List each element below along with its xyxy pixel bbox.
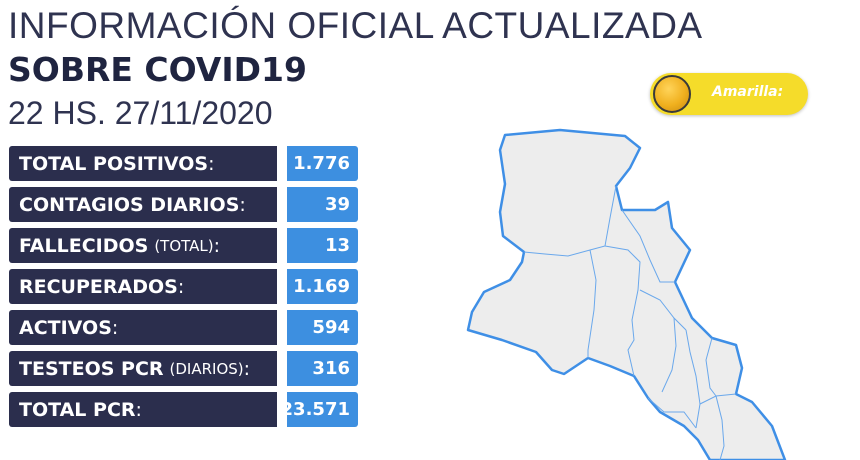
stat-row-testeos-pcr: TESTEOS PCR (DIARIOS) : 316 xyxy=(9,351,359,386)
stat-label: TOTAL POSITIVOS : xyxy=(9,146,277,181)
department-line xyxy=(661,317,677,393)
stat-label-colon: : xyxy=(208,152,215,175)
header: INFORMACIÓN OFICIAL ACTUALIZADA SOBRE CO… xyxy=(8,4,703,134)
department-line xyxy=(621,209,675,283)
stat-label-text: RECUPERADOS xyxy=(19,275,178,298)
department-line xyxy=(647,397,697,429)
stat-label: TESTEOS PCR (DIARIOS) : xyxy=(9,351,277,386)
stat-label-text: TOTAL POSITIVOS xyxy=(19,152,209,175)
department-line xyxy=(715,395,725,460)
stat-value: 316 xyxy=(287,351,358,386)
department-line xyxy=(587,249,597,358)
stat-label: ACTIVOS : xyxy=(9,310,277,345)
stat-row-fallecidos: FALLECIDOS (TOTAL) : 13 xyxy=(9,228,359,263)
stat-row-recuperados: RECUPERADOS : 1.169 xyxy=(9,269,359,304)
stat-value: 39 xyxy=(287,187,358,222)
stat-value: 13 xyxy=(287,228,358,263)
department-line xyxy=(604,245,641,377)
stat-label: FALLECIDOS (TOTAL) : xyxy=(9,228,277,263)
stat-label-text: TESTEOS PCR xyxy=(19,357,164,380)
department-line xyxy=(523,185,617,257)
alert-level-badge: Amarilla: xyxy=(650,73,808,115)
stat-value: 23.571 xyxy=(281,392,358,427)
department-line xyxy=(685,329,701,429)
stat-row-contagios-diarios: CONTAGIOS DIARIOS : 39 xyxy=(9,187,359,222)
stat-label-colon: : xyxy=(239,193,246,216)
stat-label-colon: : xyxy=(135,398,142,421)
stat-value: 594 xyxy=(287,310,358,345)
department-line xyxy=(639,289,687,331)
province-outline xyxy=(466,128,787,460)
stat-label-text: CONTAGIOS DIARIOS xyxy=(19,193,240,216)
stat-label-text: ACTIVOS xyxy=(19,316,112,339)
header-subtitle: SOBRE COVID19 xyxy=(8,50,307,89)
stat-label: CONTAGIOS DIARIOS : xyxy=(9,187,277,222)
stat-label-text: TOTAL PCR xyxy=(19,398,136,421)
header-title: INFORMACIÓN OFICIAL ACTUALIZADA xyxy=(8,5,703,46)
stat-label-text: FALLECIDOS xyxy=(19,234,149,257)
stats-table: TOTAL POSITIVOS : 1.776 CONTAGIOS DIARIO… xyxy=(9,146,359,433)
stat-row-total-pcr: TOTAL PCR : 23.571 xyxy=(9,392,359,427)
stat-label: RECUPERADOS : xyxy=(9,269,277,304)
stat-label-colon: : xyxy=(213,234,221,257)
stat-value: 1.169 xyxy=(287,269,358,304)
header-timestamp: 22 HS. 27/11/2020 xyxy=(8,95,273,131)
stat-row-total-positivos: TOTAL POSITIVOS : 1.776 xyxy=(9,146,359,181)
stat-value: 1.776 xyxy=(287,146,358,181)
stat-label-colon: : xyxy=(243,357,251,380)
department-line xyxy=(705,337,717,397)
stat-label-qualifier: (TOTAL) xyxy=(154,236,214,255)
stat-label-colon: : xyxy=(177,275,185,298)
stat-label: TOTAL PCR : xyxy=(9,392,277,427)
stat-label-qualifier: (DIARIOS) xyxy=(169,359,244,378)
alert-level-label: Amarilla: xyxy=(712,84,784,100)
stat-row-activos: ACTIVOS : 594 xyxy=(9,310,359,345)
stat-label-colon: : xyxy=(111,316,119,339)
department-line xyxy=(699,393,737,405)
sun-icon xyxy=(653,75,691,113)
